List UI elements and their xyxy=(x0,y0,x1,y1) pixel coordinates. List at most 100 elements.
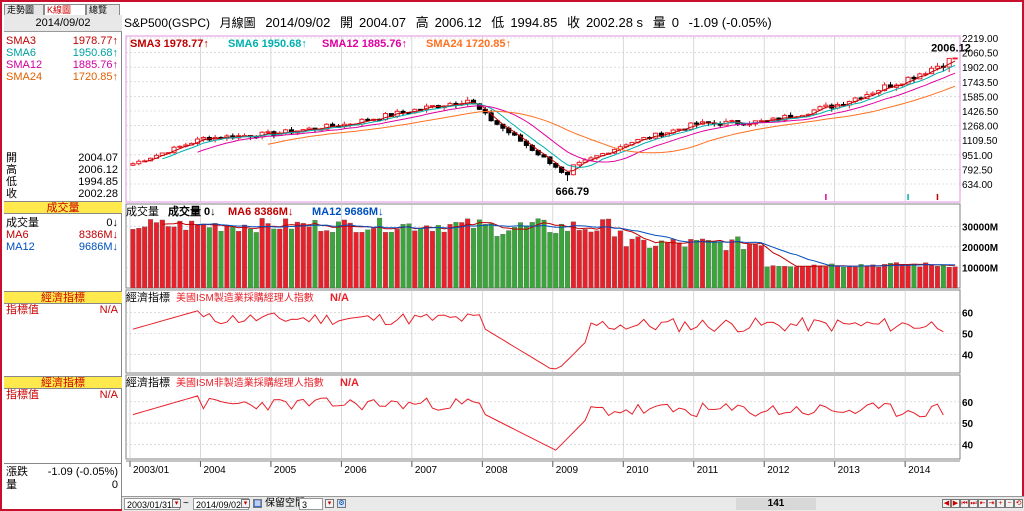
volume-bar xyxy=(242,224,248,289)
panel-date: 2014/09/02 xyxy=(4,15,122,32)
price-legend-sma6: SMA6 1950.68↑ xyxy=(228,38,307,50)
volume-bar xyxy=(776,265,782,289)
volume-bar xyxy=(758,245,764,289)
volume-bar xyxy=(653,245,659,289)
ohlc-row: 收 2002.28 xyxy=(6,188,120,200)
settings-icon[interactable]: ⚙ xyxy=(337,499,346,508)
volume-bar xyxy=(306,226,312,289)
volume-bar xyxy=(189,220,195,289)
volume-bar xyxy=(500,234,506,289)
symbol-label: S&P500(GSPC) xyxy=(124,16,211,30)
volume-bar xyxy=(811,264,817,289)
volume-bar xyxy=(441,231,447,289)
volume-bar xyxy=(412,230,418,289)
keep-space-down-icon[interactable]: ▾ xyxy=(325,499,334,508)
nav-button-icon[interactable]: ◀ xyxy=(942,499,951,508)
indicator1-header: 經濟指標 xyxy=(4,291,122,304)
nav-button-icon[interactable]: ⏮ xyxy=(960,499,969,508)
volume-bar xyxy=(529,222,535,289)
volume-bar xyxy=(588,231,594,289)
nav-button-icon[interactable]: − xyxy=(1005,499,1014,508)
volume-bars xyxy=(130,217,958,289)
ism2-series-name: 美國ISM非製造業採購經理人指數 xyxy=(176,376,324,389)
volume-bar xyxy=(476,219,482,289)
price-tick-label: 2219.00 xyxy=(962,34,999,45)
volume-bar xyxy=(236,231,242,289)
ma-row: SMA24 1720.85↑ xyxy=(6,71,120,83)
tab-kline-chart[interactable]: K線圖 xyxy=(44,4,86,15)
candle-body xyxy=(694,122,700,125)
nav-button-icon[interactable]: ⇤ xyxy=(978,499,987,508)
x-tick-label: 2011 xyxy=(697,465,719,476)
nav-button-icon[interactable]: ⟲ xyxy=(1014,499,1023,508)
change-label: 漲跌 xyxy=(6,466,28,478)
ohlc-row: 低 1994.85 xyxy=(6,176,120,188)
tab-overview[interactable]: 總覽 xyxy=(86,4,120,15)
volume-bar xyxy=(247,228,253,289)
bottom-toolbar: 2003/01/31 ▾ ~ 2014/09/02 ▾ ▦ 保留空間 3 ▾ ⚙… xyxy=(122,496,1024,511)
tab-tick-chart[interactable]: 走勢圖 xyxy=(4,4,44,15)
volume-bar xyxy=(518,222,524,289)
sma24-line xyxy=(267,85,956,154)
quote-header: S&P500(GSPC) 月線圖 2014/09/02 開 2004.07 高 20… xyxy=(124,14,824,32)
ism1-line xyxy=(132,310,944,370)
nav-button-icon[interactable]: ▶ xyxy=(951,499,960,508)
volume-stat-value: 0↓ xyxy=(106,217,118,229)
volume-bar xyxy=(747,244,753,289)
x-tick-label: 2010 xyxy=(626,465,649,476)
candle-body xyxy=(676,128,682,131)
calendar-icon[interactable]: ▦ xyxy=(253,499,262,508)
x-tick-label: 2003/01 xyxy=(133,465,170,476)
keep-space-input[interactable]: 3 xyxy=(299,498,323,510)
ma-label: SMA3 xyxy=(6,35,36,47)
volume-bar xyxy=(330,232,336,289)
candle-body xyxy=(911,76,917,80)
volume-bar xyxy=(535,218,541,289)
volume-bar xyxy=(459,222,465,289)
volume-bar xyxy=(465,218,471,289)
price-tick-label: 1902.00 xyxy=(962,63,999,74)
high-label: 高 xyxy=(415,15,429,30)
volume-bar xyxy=(523,225,529,289)
bar-count: 141 xyxy=(736,498,816,510)
candle-body xyxy=(576,161,582,166)
volume-title: 成交量 xyxy=(126,204,159,218)
volume-stat-value: 9686M↓ xyxy=(78,241,118,253)
candle-body xyxy=(729,120,735,123)
volume-bar xyxy=(788,266,794,289)
start-date-dropdown-icon[interactable]: ▾ xyxy=(172,499,181,508)
volume-bar xyxy=(606,218,612,289)
volume-bar xyxy=(318,230,324,289)
volume-bar xyxy=(929,264,935,289)
volume-bar xyxy=(541,219,547,289)
nav-button-icon[interactable]: ⏭ xyxy=(969,499,978,508)
end-date-dropdown-icon[interactable]: ▾ xyxy=(241,499,250,508)
volume-bar xyxy=(353,232,359,289)
nav-button-icon[interactable]: ⇥ xyxy=(987,499,996,508)
tab-label: 走勢圖 xyxy=(7,5,35,15)
ism1-value-label: N/A xyxy=(330,292,349,304)
volume-stat-row: MA6 8386M↓ xyxy=(6,229,120,241)
candle-body xyxy=(400,110,406,114)
nav-button-icon[interactable]: + xyxy=(996,499,1005,508)
volume-bar xyxy=(670,239,676,289)
volume-bar xyxy=(582,229,588,289)
end-date-field[interactable]: 2014/09/02 xyxy=(193,498,249,510)
volume-tick-label: 20000M xyxy=(962,243,998,254)
volume-bar xyxy=(435,225,441,289)
volume-bar xyxy=(453,222,459,289)
volume-bar xyxy=(600,219,606,289)
candle-body xyxy=(265,131,271,134)
volume-bar xyxy=(664,242,670,289)
price-tick-label: 1109.50 xyxy=(962,136,998,147)
price-tick-label: 634.00 xyxy=(962,180,993,191)
price-legend-sma3: SMA3 1978.77↑ xyxy=(130,38,209,50)
chart-area[interactable]: 2003/01 2004 2005 2006 2007 2008 2009 2010 2011 2… xyxy=(122,32,1024,494)
volume-bar xyxy=(723,250,729,289)
start-date-field[interactable]: 2003/01/31 xyxy=(124,498,180,510)
x-tick-label: 2005 xyxy=(274,465,297,476)
volume-bar xyxy=(688,239,694,289)
volume-bar xyxy=(130,229,136,289)
indicator2-value: N/A xyxy=(99,389,118,401)
